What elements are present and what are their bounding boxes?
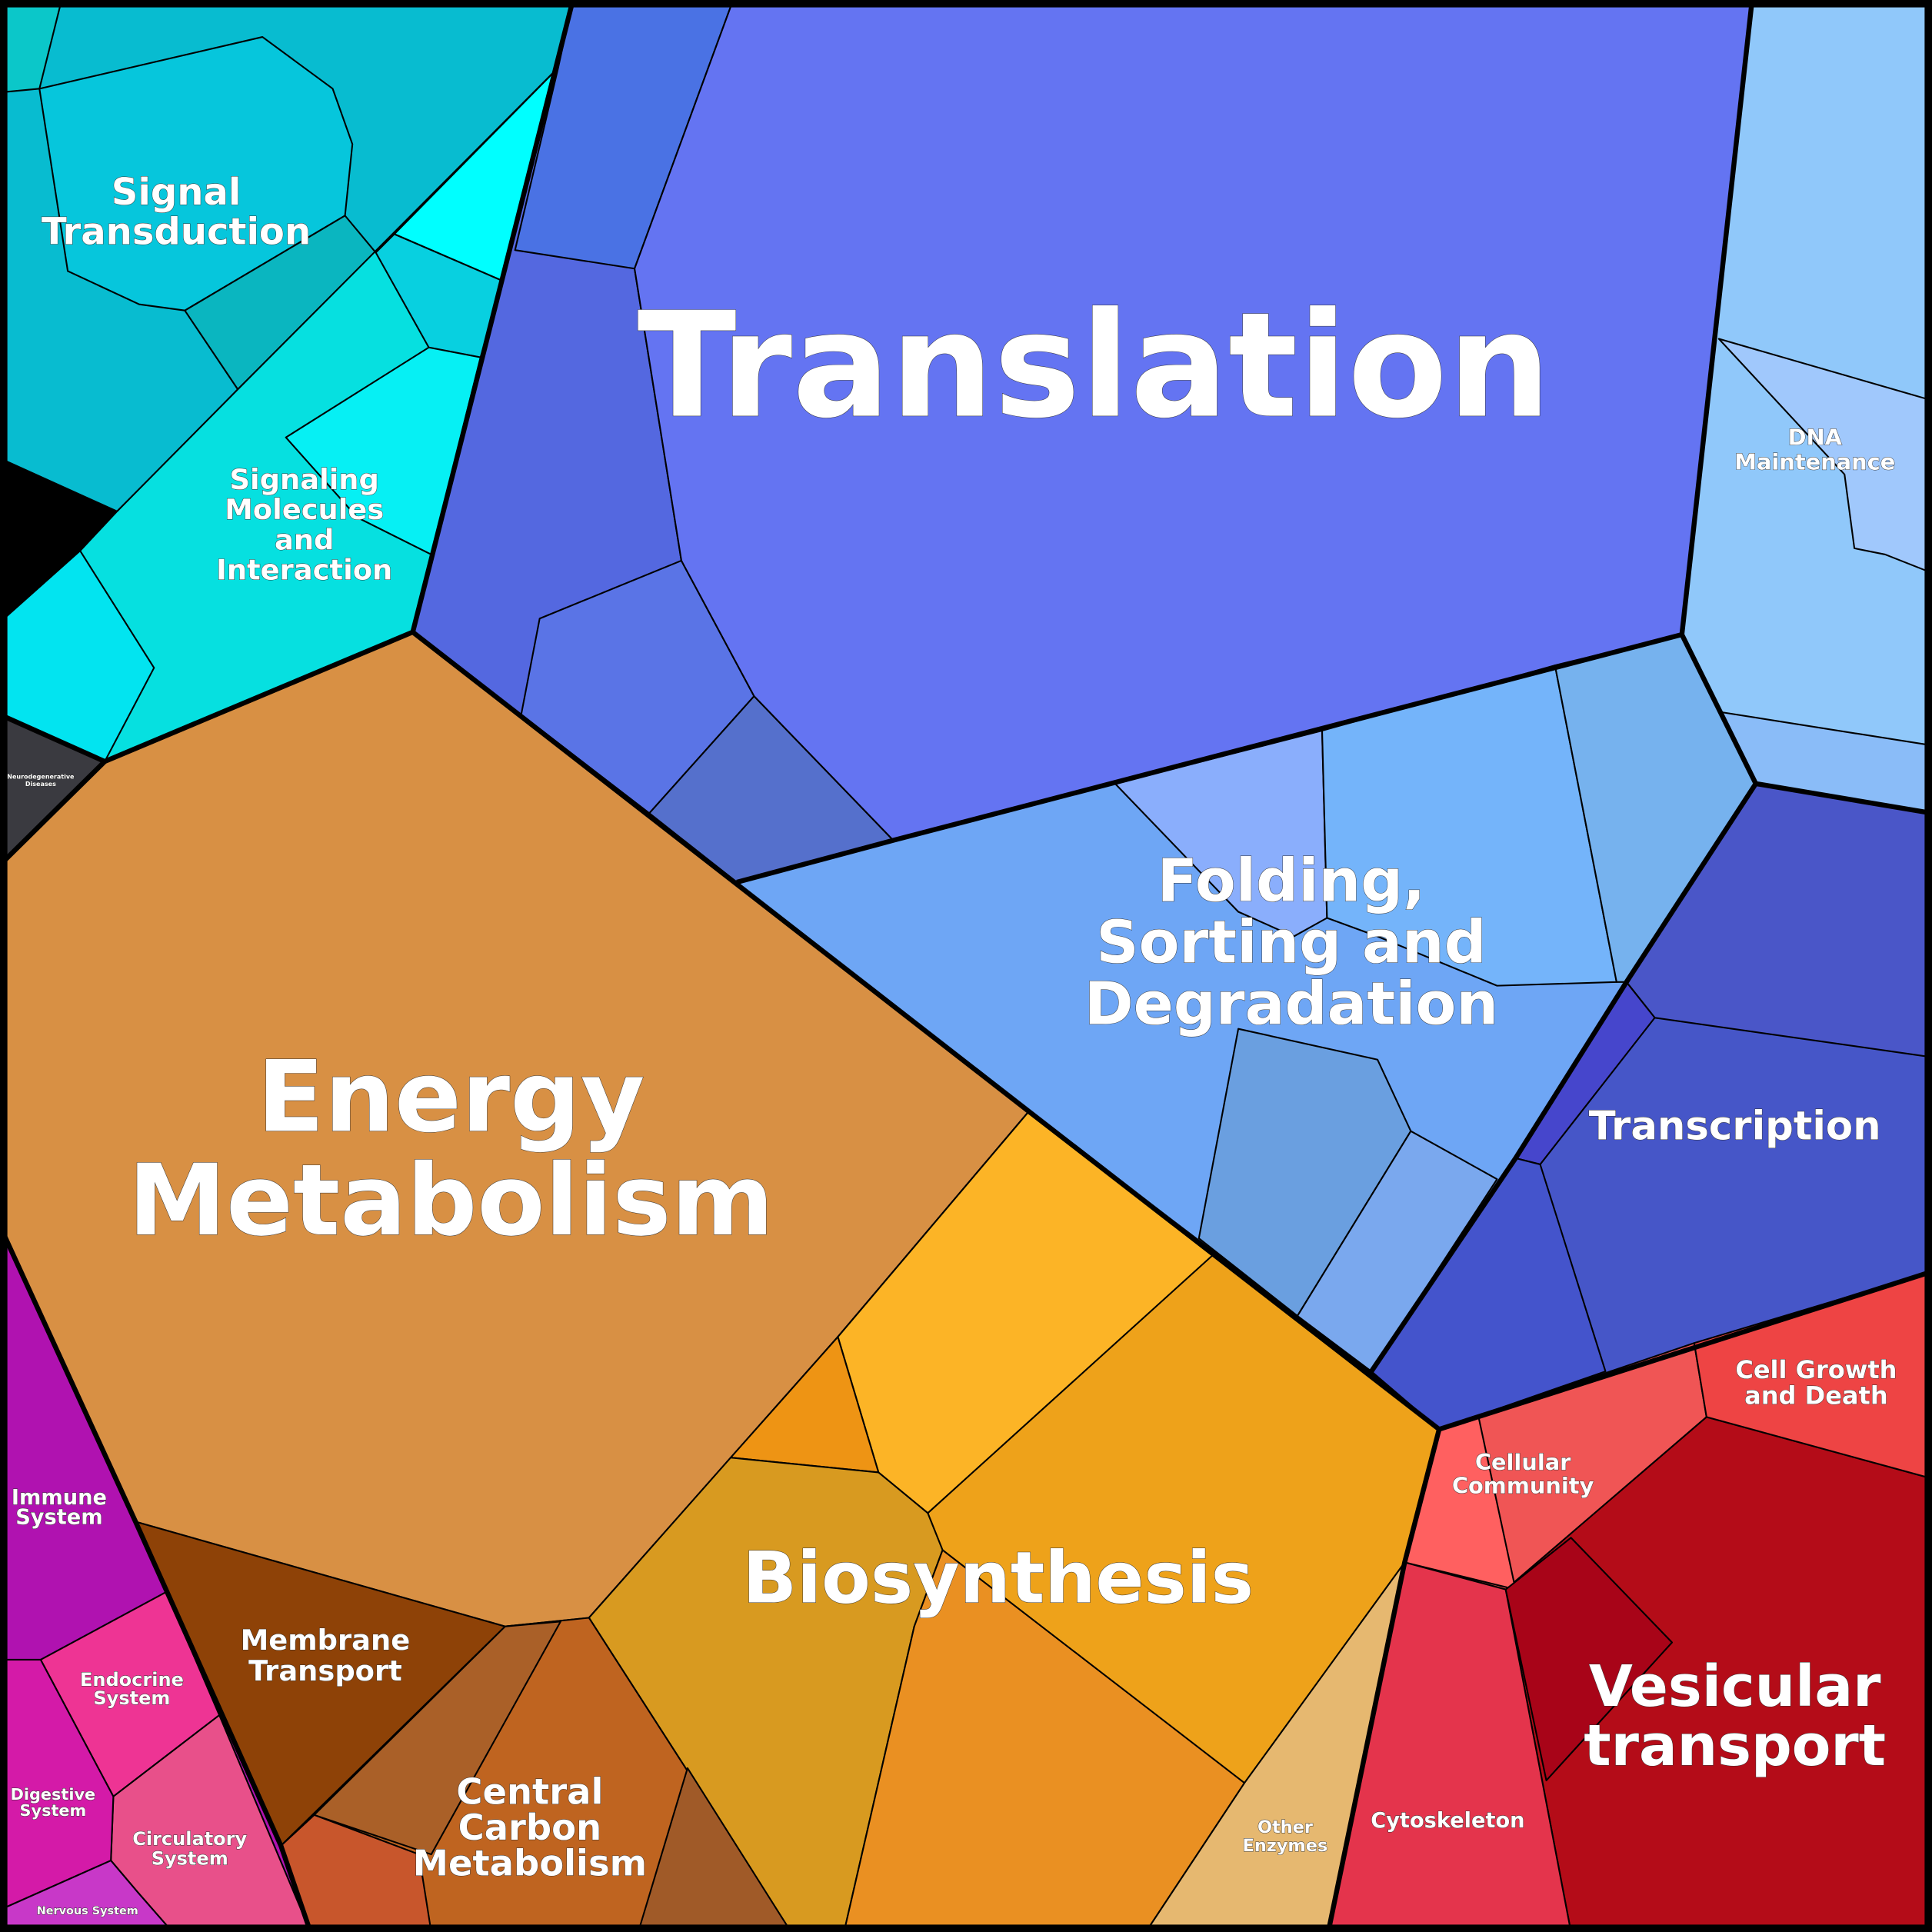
label-line: Transduction [42,210,311,253]
label-line: Signaling [229,462,378,495]
border [0,0,576,867]
label-line: Sorting and [1096,908,1486,977]
translation-label: Translation [638,281,1551,450]
label-line: Transport [248,1654,402,1687]
transcription-label: Transcription [1589,1103,1881,1149]
label-line: transport [1584,1714,1886,1779]
signal-transduction-label: Signal Transduction [42,171,311,253]
label-line: Metabolism [413,1842,647,1884]
immune-system-label: Immune System [12,1486,107,1530]
label-line: Diseases [25,780,56,787]
label-line: System [152,1847,228,1869]
label-line: Cytoskeleton [1371,1808,1524,1832]
label-line: Cell Growth [1735,1355,1897,1384]
cytoskeleton-label: Cytoskeleton [1371,1808,1524,1832]
digestive-system-label: Digestive System [11,1785,96,1820]
other-enzymes-label: Other Enzymes [1243,1817,1328,1855]
label-line: Nervous System [37,1905,138,1917]
label-line: Immune [12,1486,107,1510]
neurodegenerative-label: Neurodegenerative Diseases [7,773,75,788]
label-line: Vesicular [1589,1654,1881,1720]
label-line: Signal [112,171,242,214]
dna-maintenance-label: DNA Maintenance [1734,424,1895,475]
label-line: System [15,1505,102,1529]
label-line: Energy [257,1041,645,1155]
label-line: Digestive [11,1785,96,1804]
label-line: Interaction [216,553,392,586]
border [411,630,1932,1432]
label-line: Endocrine [80,1669,184,1690]
cell [1717,338,1932,574]
label-line: Circulatory [132,1828,247,1850]
label-line: System [20,1801,87,1820]
label-line: System [93,1687,170,1709]
label-line: Central [456,1770,603,1812]
label-line: Translation [638,281,1551,450]
border [1325,1428,1442,1932]
border [1755,781,1932,816]
cell [637,1767,792,1932]
label-line: Carbon [458,1807,602,1848]
label-line: Membrane [241,1623,411,1656]
label-line: Cellular [1475,1449,1571,1475]
label-line: Folding, [1157,847,1425,915]
cell [0,1658,115,1911]
cell-growth-label: Cell Growth and Death [1735,1355,1897,1411]
border [736,0,1755,885]
central-carbon-label: Central Carbon Metabolism [413,1770,647,1884]
label-line: Maintenance [1734,448,1895,475]
endocrine-system-label: Endocrine System [80,1669,184,1709]
label-line: and Death [1744,1381,1888,1411]
border [1369,633,1759,1373]
vesicular-transport-label: Vesicular transport [1584,1654,1886,1779]
cell [1504,1537,1674,1781]
cellular-community-label: Cellular Community [1452,1449,1594,1498]
energy-metabolism-label: Energy Metabolism [128,1041,774,1259]
nervous-system-label: Nervous System [37,1905,138,1917]
label-line: Enzymes [1243,1835,1328,1855]
label-line: Community [1452,1473,1594,1499]
folding-label: Folding, Sorting and Degradation [1084,847,1498,1038]
signaling-molecules-label: Signaling Molecules and Interaction [216,462,392,586]
label-line: Other [1257,1817,1313,1837]
cell [313,1621,561,1856]
membrane-transport-label: Membrane Transport [241,1623,411,1687]
label-line: Degradation [1084,970,1498,1038]
label-line: Neurodegenerative [7,773,75,780]
border [0,1224,313,1932]
label-line: Biosynthesis [742,1537,1254,1620]
label-line: Transcription [1589,1103,1881,1149]
border [0,712,106,764]
cell [0,1860,174,1932]
circulatory-system-label: Circulatory System [132,1828,247,1870]
cell [0,550,155,763]
label-line: Molecules [225,493,384,526]
label-line: Metabolism [128,1144,774,1258]
label-line: and [275,523,334,556]
label-line: DNA [1788,424,1843,450]
biosynthesis-label: Biosynthesis [742,1537,1254,1620]
